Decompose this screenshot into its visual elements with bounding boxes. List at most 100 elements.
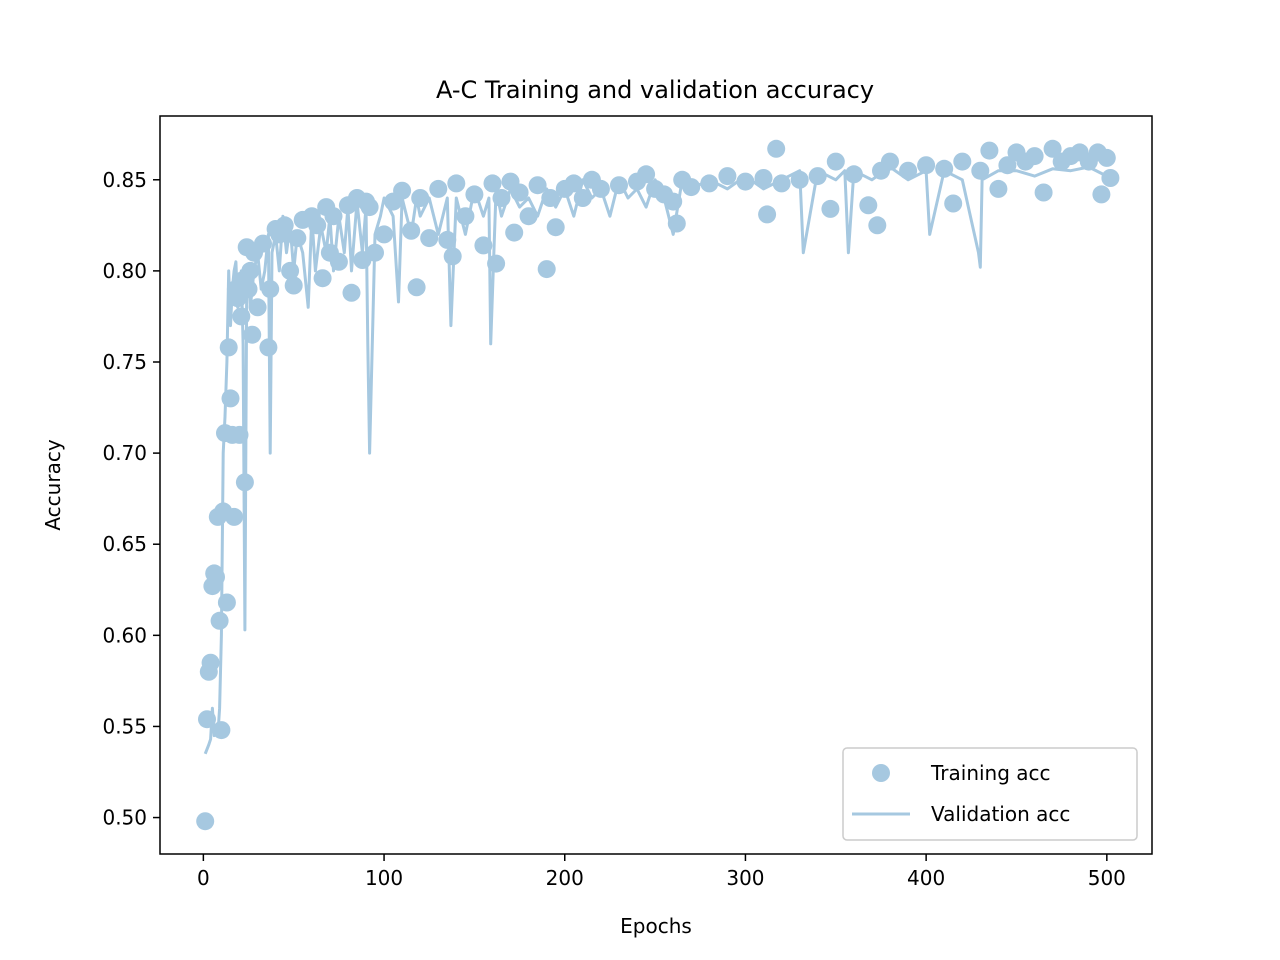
training-acc-point	[225, 507, 244, 526]
legend-validation-label: Validation acc	[931, 802, 1070, 826]
training-acc-point	[360, 198, 379, 217]
training-acc-point	[230, 425, 249, 444]
training-acc-point	[537, 260, 556, 279]
training-acc-point	[429, 179, 448, 198]
training-acc-point	[953, 152, 972, 171]
training-acc-point	[393, 181, 412, 200]
training-acc-point	[1092, 185, 1111, 204]
x-tick-label: 100	[365, 866, 403, 890]
legend-training-marker	[872, 764, 890, 782]
training-acc-point	[971, 161, 990, 180]
training-acc-point	[700, 174, 719, 193]
training-acc-point	[232, 307, 251, 326]
training-acc-point	[664, 192, 683, 211]
y-tick-label: 0.65	[102, 532, 147, 556]
training-acc-point	[637, 165, 656, 184]
training-acc-point	[288, 229, 307, 248]
training-acc-point	[790, 170, 809, 189]
training-acc-point	[483, 174, 502, 193]
training-acc-point	[736, 172, 755, 191]
training-acc-point	[411, 189, 430, 207]
x-tick-label: 200	[546, 866, 584, 890]
training-acc-point	[447, 174, 466, 193]
training-acc-point	[438, 230, 457, 249]
training-acc-point	[243, 325, 262, 344]
training-acc-point	[505, 223, 524, 242]
training-acc-point	[1097, 148, 1116, 167]
training-acc-point	[980, 141, 999, 160]
training-acc-point	[998, 156, 1017, 175]
training-acc-point	[221, 389, 240, 408]
training-acc-point	[210, 611, 229, 630]
training-acc-point	[201, 653, 220, 672]
training-acc-point	[487, 254, 506, 273]
training-acc-point	[402, 221, 421, 240]
y-axis-label: Accuracy	[41, 439, 65, 530]
training-acc-point	[510, 183, 529, 202]
training-acc-point	[239, 280, 258, 299]
x-tick-label: 300	[726, 866, 764, 890]
training-acc-point	[342, 283, 361, 302]
training-acc-point	[241, 261, 260, 280]
training-acc-point	[207, 568, 225, 586]
training-acc-point	[1034, 183, 1053, 202]
training-acc-point	[541, 189, 560, 207]
training-acc-point	[375, 225, 394, 244]
y-axis: 0.50 0.55 0.60 0.65 0.70 0.75 0.80 0.85	[102, 168, 160, 830]
y-tick-label: 0.85	[102, 168, 147, 192]
training-acc-point	[196, 812, 215, 831]
chart-title: A-C Training and validation accuracy	[436, 76, 874, 104]
y-tick-label: 0.60	[102, 623, 147, 647]
training-acc-point	[667, 214, 686, 233]
legend-box	[842, 747, 1138, 841]
training-acc-point	[474, 236, 493, 255]
legend-training-label: Training acc	[930, 761, 1051, 785]
training-acc-point	[212, 721, 231, 740]
x-axis-label: Epochs	[620, 914, 692, 938]
training-acc-point	[868, 216, 887, 235]
training-acc-point	[217, 593, 236, 612]
training-acc-point	[808, 167, 827, 186]
x-tick-label: 400	[907, 866, 945, 890]
training-acc-point	[254, 234, 272, 253]
training-acc-point	[1101, 169, 1120, 187]
training-acc-point	[591, 179, 610, 198]
y-tick-label: 0.80	[102, 259, 147, 283]
training-acc-point	[420, 229, 439, 248]
plot-frame	[159, 115, 1153, 855]
training-acc-point	[944, 194, 963, 213]
training-acc-point	[235, 473, 254, 492]
training-acc-point	[718, 167, 737, 186]
training-acc-point	[758, 205, 777, 224]
training-acc-point	[219, 338, 238, 357]
training-acc-point	[198, 710, 216, 729]
training-acc-point	[492, 189, 511, 207]
training-acc-point	[772, 174, 791, 193]
training-acc-point	[248, 298, 267, 317]
training-acc-point	[754, 169, 773, 187]
training-acc-point	[573, 189, 592, 207]
x-axis: 0 100 200 300 400 500	[197, 854, 1126, 890]
training-acc-point	[281, 261, 300, 280]
training-acc-point	[261, 280, 280, 299]
y-tick-label: 0.50	[102, 806, 147, 830]
training-acc-point	[610, 176, 628, 195]
training-acc-point	[275, 216, 294, 235]
training-acc-point	[844, 165, 863, 184]
training-acc-point	[366, 243, 384, 262]
training-acc-point	[826, 152, 845, 171]
training-acc-point	[443, 247, 462, 266]
training-acc-point	[308, 216, 327, 235]
x-tick-label: 500	[1088, 866, 1126, 890]
training-acc-point	[1043, 139, 1062, 158]
y-tick-label: 0.70	[102, 441, 147, 465]
training-acc-point	[546, 218, 565, 237]
legend: Training acc Validation acc	[842, 747, 1138, 841]
y-tick-label: 0.55	[102, 714, 147, 738]
training-acc-point	[682, 178, 701, 197]
training-acc-point	[859, 196, 878, 215]
training-acc-point	[324, 207, 343, 226]
training-acc-point	[1025, 147, 1044, 166]
training-acc-point	[917, 156, 936, 175]
